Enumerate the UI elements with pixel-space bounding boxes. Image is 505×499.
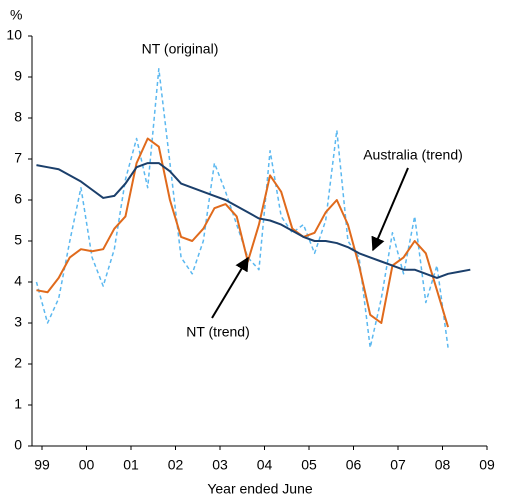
x-tick-label: 04 (257, 457, 273, 473)
y-tick-label: 9 (14, 68, 22, 84)
x-tick-label: 05 (301, 457, 317, 473)
plot (35, 68, 471, 349)
x-tick-label: 07 (390, 457, 406, 473)
x-tick-label: 00 (79, 457, 95, 473)
y-axis-label: % (10, 7, 22, 23)
annotation-arrow (211, 256, 249, 319)
x-tick-label: 03 (212, 457, 228, 473)
y-tick-label: 0 (14, 437, 22, 453)
annotation-arrow (371, 167, 409, 252)
series-line (36, 137, 450, 328)
y-tick-label: 6 (14, 191, 22, 207)
y-tick-label: 1 (14, 396, 22, 412)
y-tick-label: 7 (14, 150, 22, 166)
series-annotation: Australia (trend) (363, 147, 463, 163)
series-annotation: NT (original) (142, 41, 219, 57)
x-tick-label: 01 (123, 457, 139, 473)
x-tick-label: 06 (346, 457, 362, 473)
y-tick-label: 5 (14, 232, 22, 248)
y-tick-label: 3 (14, 314, 22, 330)
series-line (36, 162, 471, 279)
x-tick-label: 08 (435, 457, 451, 473)
y-tick-label: 8 (14, 109, 22, 125)
x-tick-label: 02 (168, 457, 184, 473)
y-tick-label: 10 (6, 27, 22, 43)
x-axis-label: Year ended June (207, 481, 313, 497)
y-tick-label: 2 (14, 355, 22, 371)
y-tick-label: 4 (14, 273, 22, 289)
series-annotation: NT (trend) (186, 324, 250, 340)
x-tick-label: 09 (479, 457, 495, 473)
x-tick-label: 99 (34, 457, 50, 473)
